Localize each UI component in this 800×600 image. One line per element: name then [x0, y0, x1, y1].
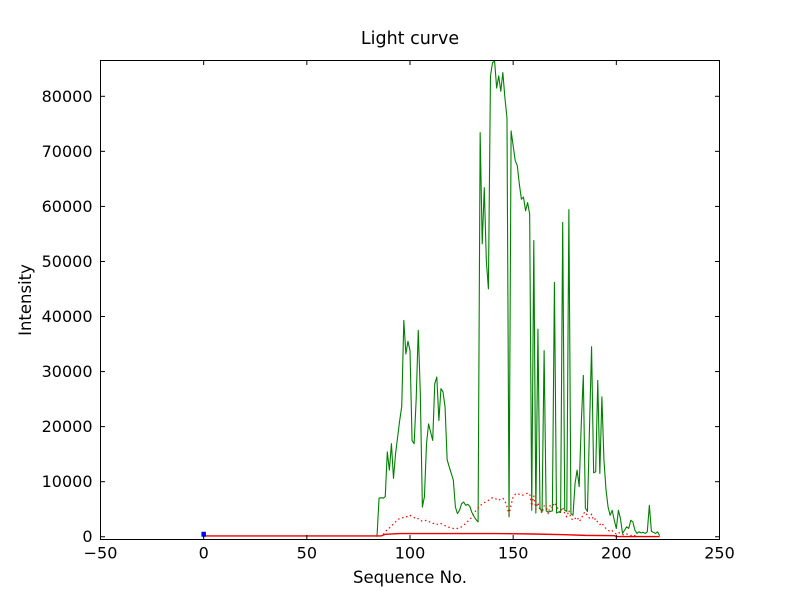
x-tick-label: 150 — [498, 544, 529, 563]
x-tick-label: 200 — [601, 544, 632, 563]
y-tick-label: 10000 — [42, 472, 93, 491]
red-baseline-series — [203, 532, 660, 538]
y-tick-label: 30000 — [42, 362, 93, 381]
y-tick-label: 80000 — [42, 87, 93, 106]
x-tick-label: −50 — [84, 544, 118, 563]
x-tick-label: 50 — [297, 544, 317, 563]
y-tick-label: 60000 — [42, 197, 93, 216]
y-tick-label: 50000 — [42, 252, 93, 271]
red-dotted-series — [382, 492, 638, 537]
chart-title: Light curve — [361, 29, 459, 49]
y-axis-label: Intensity — [16, 264, 35, 336]
y-tick-label: 70000 — [42, 142, 93, 161]
x-tick-label: 250 — [704, 544, 735, 563]
y-tick-label: 40000 — [42, 307, 93, 326]
x-tick-label: 100 — [395, 544, 426, 563]
x-axis-label: Sequence No. — [353, 568, 467, 587]
green-lightcurve-series — [376, 60, 661, 537]
y-tick-label: 0 — [82, 527, 92, 546]
x-tick-label: 0 — [199, 544, 209, 563]
y-tick-label: 20000 — [42, 417, 93, 436]
